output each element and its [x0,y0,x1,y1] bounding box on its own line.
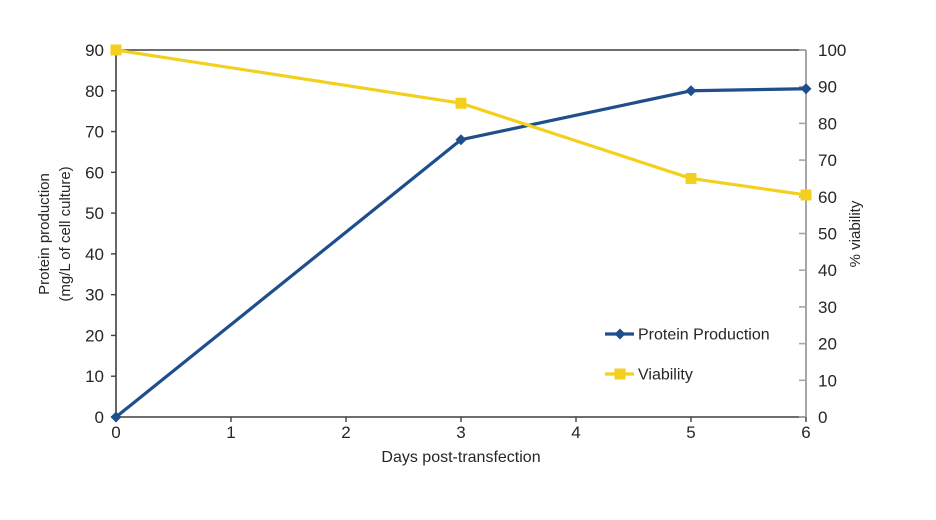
y-axis-left-title-line2: (mg/L of cell culture) [57,166,74,301]
data-point-viability-day-6 [800,189,812,201]
series-viability [110,44,812,201]
left-axis-tick-label: 0 [95,408,104,427]
right-axis-tick-label: 0 [818,408,827,427]
x-axis-tick-label: 6 [801,423,810,442]
series-layer [110,44,812,423]
right-axis-tick-label: 80 [818,114,837,133]
x-axis-title: Days post-transfection [381,449,540,466]
x-axis-tick-label: 3 [456,423,465,442]
legend-item-viability: Viability [605,367,693,384]
left-axis-tick-label: 60 [85,163,104,182]
right-axis-tick-label: 40 [818,261,837,280]
data-point-protein-production-day-0 [110,411,122,423]
left-axis-tick-label: 10 [85,367,104,386]
left-axis-tick-label: 70 [85,123,104,142]
data-point-protein-production-day-3 [455,134,467,146]
left-axis-tick-label: 30 [85,286,104,305]
left-axis-tick-label: 40 [85,245,104,264]
legend-label-viability: Viability [638,367,693,384]
legend: Protein Production Viability [605,327,770,384]
x-axis-tick-label: 2 [341,423,350,442]
data-point-viability-day-5 [685,172,697,184]
y-axis-left-title-line1: Protein production [36,173,53,295]
legend-item-protein-production: Protein Production [605,327,770,344]
data-point-viability-day-0 [110,44,122,56]
data-point-viability-day-3 [455,97,467,109]
right-axis-tick-label: 100 [818,41,846,60]
series-protein-production [110,83,812,423]
left-axis-tick-label: 20 [85,326,104,345]
x-axis-tick-label: 4 [571,423,580,442]
right-axis-tick-label: 10 [818,371,837,390]
right-axis-tick-label: 30 [818,298,837,317]
legend-label-protein: Protein Production [638,327,770,344]
right-axis-tick-label: 50 [818,225,837,244]
right-axis-tick-label: 70 [818,151,837,170]
x-axis-tick-label: 5 [686,423,695,442]
x-axis-tick-label: 1 [226,423,235,442]
left-axis-tick-label: 50 [85,204,104,223]
series-line-viability [114,48,808,197]
legend-diamond-icon [614,328,626,340]
series-line-protein-production [114,87,808,419]
axes-layer: 0102030405060708090010203040506070809010… [85,41,846,442]
legend-square-icon [614,368,626,380]
x-axis-tick-label: 0 [111,423,120,442]
y-axis-right-title: % viability [847,200,864,267]
right-axis-tick-label: 60 [818,188,837,207]
left-axis-tick-label: 90 [85,41,104,60]
right-axis-tick-label: 90 [818,78,837,97]
left-axis-tick-label: 80 [85,82,104,101]
right-axis-tick-label: 20 [818,335,837,354]
data-point-protein-production-day-6 [800,83,812,95]
data-point-protein-production-day-5 [685,85,697,97]
